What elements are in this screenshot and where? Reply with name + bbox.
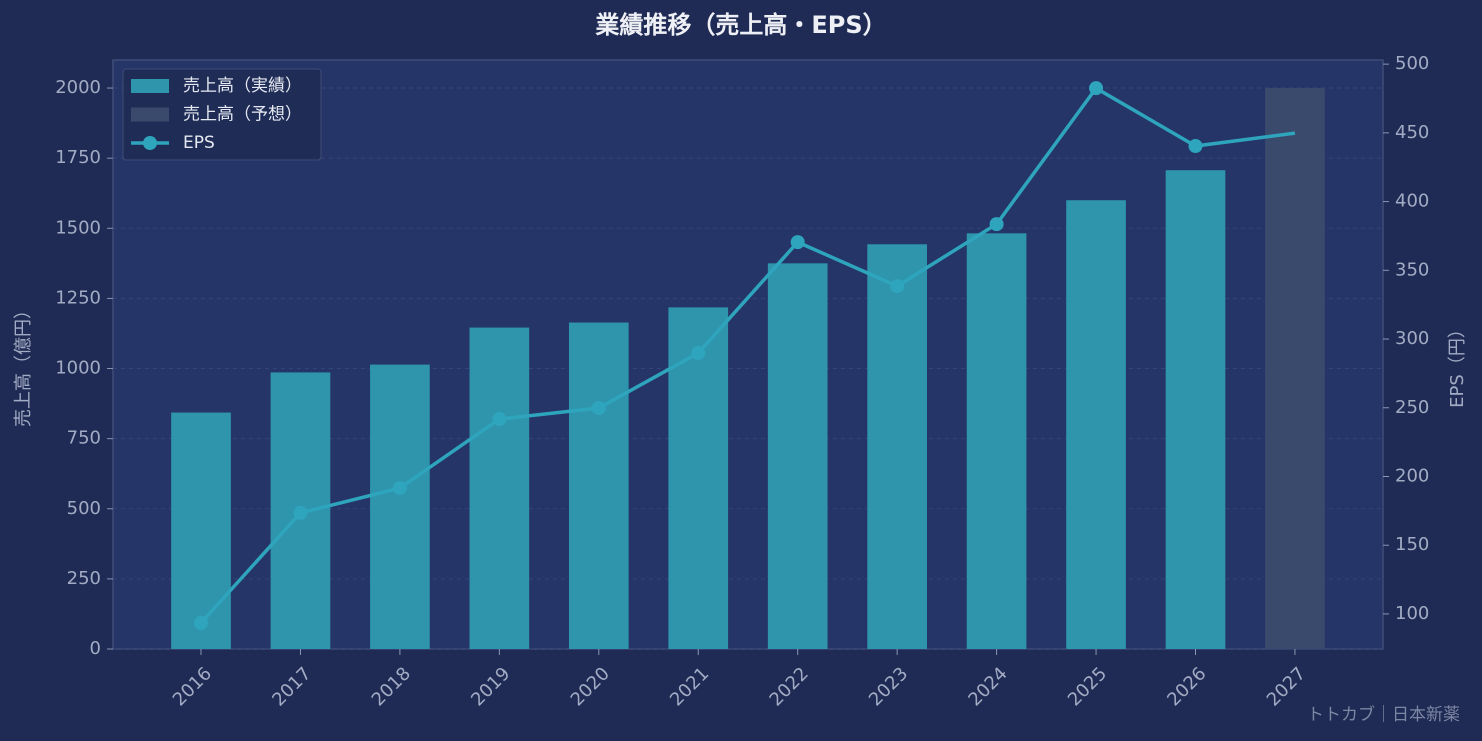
y-tick-label: 2000 [55,77,101,98]
bar [767,263,828,649]
bar [568,322,629,649]
source-note: トトカブ｜日本新薬 [1307,704,1460,725]
bar [867,244,927,649]
eps-marker [691,346,706,361]
legend-swatch [131,107,169,122]
eps-marker [989,217,1004,232]
eps-marker [591,401,606,416]
y2-tick-label: 300 [1395,328,1429,349]
bar [1066,200,1126,649]
eps-marker [1188,139,1203,154]
y-axis-label: 売上高（億円） [13,301,34,427]
y-tick-label: 1750 [55,147,101,168]
y2-tick-label: 450 [1395,122,1429,143]
y2-tick-label: 250 [1395,397,1429,418]
y-tick-label: 1250 [55,287,101,308]
legend-swatch [131,79,169,93]
y2-tick-label: 100 [1395,603,1429,624]
y2-tick-label: 200 [1395,465,1429,486]
y2-tick-label: 500 [1395,53,1429,74]
legend-label: 売上高（実績） [183,76,302,96]
y2-axis-label: EPS（円） [1447,320,1468,408]
bar [966,233,1027,649]
eps-marker [492,412,507,427]
y-tick-label: 250 [67,568,101,589]
eps-marker [293,505,308,520]
eps-marker [790,235,805,250]
y-tick-label: 500 [67,498,101,519]
eps-marker [1089,81,1104,96]
chart-title: 業績推移（売上高・EPS） [595,11,886,39]
y-tick-label: 1000 [55,358,101,379]
legend-box [122,68,322,161]
y-tick-label: 1500 [55,217,101,238]
y2-tick-label: 350 [1395,259,1429,280]
eps-marker [890,279,905,294]
y2-tick-label: 400 [1395,191,1429,212]
y2-tick-label: 150 [1395,534,1429,555]
eps-marker [194,615,208,630]
y-tick-label: 0 [90,638,101,659]
bar [1265,88,1325,650]
legend-label: 売上高（予想） [183,105,302,125]
bar [1165,170,1226,649]
bar [469,327,530,649]
legend-label: EPS [183,133,215,153]
bar [370,364,430,649]
eps-line [199,85,1296,625]
y-tick-label: 750 [67,428,101,449]
bar [171,412,231,649]
eps-marker [392,481,407,496]
legend-marker [143,136,157,150]
